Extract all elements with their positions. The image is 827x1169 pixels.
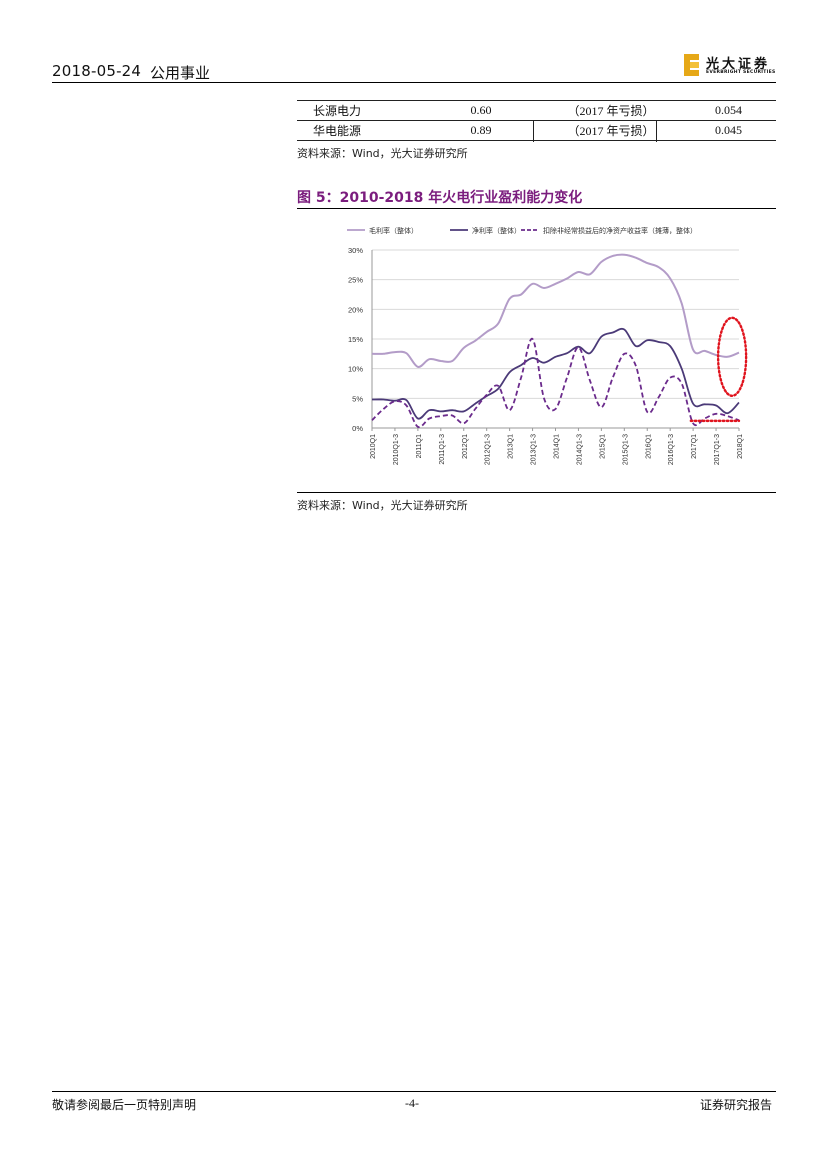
legend-label: 扣除非经常损益后的净资产收益率（摊薄，整体） xyxy=(543,226,697,235)
figure-top-rule xyxy=(297,208,776,209)
everbright-logo xyxy=(684,54,699,76)
footer-rule xyxy=(52,1091,776,1092)
y-tick-label: 10% xyxy=(348,365,363,374)
table-cell-value: 0.89 xyxy=(421,120,541,141)
x-tick-label: 2011Q1 xyxy=(416,434,423,458)
header-sector: 公用事业 xyxy=(150,64,211,82)
series-line-2 xyxy=(371,327,740,420)
y-tick-label: 0% xyxy=(352,424,363,433)
x-tick-label: 2017Q1-3 xyxy=(714,434,721,465)
x-tick-label: 2012Q1 xyxy=(462,434,469,459)
highlight-ellipse xyxy=(716,316,748,398)
footer-disclaimer: 敬请参阅最后一页特别声明 xyxy=(52,1098,197,1112)
x-tick-label: 2016Q1 xyxy=(645,434,652,459)
valuation-table: 长源电力 0.60 （2017 年亏损） 0.054 华电能源 0.89 （20… xyxy=(297,101,776,141)
table-top-rule xyxy=(297,100,776,101)
header-rule xyxy=(52,82,776,83)
chart-annotations xyxy=(689,316,748,423)
x-tick-label: 2016Q1-3 xyxy=(668,434,675,465)
table-column-divider xyxy=(533,120,534,142)
chart-legend: 毛利率（整体） 净利率（整体） 扣除非经常损益后的净资产收益率（摊薄，整体） xyxy=(347,226,697,235)
y-axis-ticks: 0% 5% 10% 15% 20% 25% 30% xyxy=(348,246,363,433)
table-cell-note: （2017 年亏损） xyxy=(541,120,681,141)
x-tick-label: 2017Q1 xyxy=(691,434,698,459)
table-row: 长源电力 0.60 （2017 年亏损） 0.054 xyxy=(297,101,776,121)
footer-report-type: 证券研究报告 xyxy=(700,1098,773,1112)
figure-title: 图 5：2010-2018 年火电行业盈利能力变化 xyxy=(297,190,583,206)
legend-label: 毛利率（整体） xyxy=(369,226,418,235)
legend-label: 净利率（整体） xyxy=(472,226,521,235)
y-tick-label: 15% xyxy=(348,335,363,344)
x-tick-label: 2013Q1 xyxy=(508,434,515,459)
table-source-note: 资料来源：Wind，光大证券研究所 xyxy=(297,147,468,160)
logo-subtext: EVERBRIGHT SECURITIES xyxy=(706,70,776,75)
x-tick-label: 2012Q1-3 xyxy=(485,434,492,465)
x-tick-label: 2018Q1 xyxy=(737,434,744,459)
logo-text: 光大证券 xyxy=(706,57,771,72)
table-column-divider xyxy=(656,120,657,142)
page-number: -4- xyxy=(405,1096,419,1110)
x-tick-label: 2011Q1-3 xyxy=(439,434,446,465)
y-tick-label: 20% xyxy=(348,305,363,314)
series-line-1 xyxy=(371,253,740,368)
table-cell-value: 0.054 xyxy=(681,101,776,121)
y-tick-label: 5% xyxy=(352,394,363,403)
x-tick-label: 2015Q1 xyxy=(599,434,606,459)
x-tick-label: 2014Q1-3 xyxy=(576,434,583,465)
x-axis: 2010Q1 2010Q1-3 2011Q1 2011Q1-3 2012Q1 2012Q1… xyxy=(370,428,744,465)
x-tick-label: 2010Q1 xyxy=(370,434,377,459)
table-cell-company: 长源电力 xyxy=(297,101,421,121)
series-line-3 xyxy=(371,338,740,429)
table-cell-note: （2017 年亏损） xyxy=(541,101,681,121)
y-tick-label: 30% xyxy=(348,246,363,255)
figure-source-note: 资料来源：Wind，光大证券研究所 xyxy=(297,499,468,512)
table-cell-company: 华电能源 xyxy=(297,120,421,141)
table-row: 华电能源 0.89 （2017 年亏损） 0.045 xyxy=(297,120,776,141)
figure-bottom-rule xyxy=(297,492,776,493)
profitability-line-chart: 毛利率（整体） 净利率（整体） 扣除非经常损益后的净资产收益率（摊薄，整体） 0% 5… xyxy=(347,226,748,465)
x-tick-label: 2010Q1-3 xyxy=(393,434,400,465)
y-tick-label: 25% xyxy=(348,276,363,285)
table-cell-value: 0.045 xyxy=(681,120,776,141)
header-date: 2018-05-24 xyxy=(52,62,142,80)
x-tick-label: 2015Q1-3 xyxy=(622,434,629,465)
x-tick-label: 2013Q1-3 xyxy=(531,434,538,465)
x-tick-label: 2014Q1 xyxy=(554,434,561,459)
table-cell-value: 0.60 xyxy=(421,101,541,121)
chart-series xyxy=(371,253,740,429)
chart-gridlines xyxy=(371,249,739,429)
